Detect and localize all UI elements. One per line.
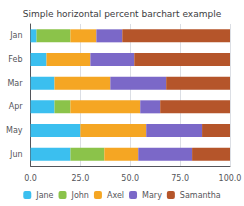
svg-text:May: May bbox=[6, 126, 23, 135]
svg-text:Samantha: Samantha bbox=[180, 191, 221, 200]
svg-text:Mary: Mary bbox=[142, 191, 162, 200]
svg-text:25.0: 25.0 bbox=[71, 174, 89, 183]
svg-text:Axel: Axel bbox=[107, 191, 124, 200]
svg-text:John: John bbox=[71, 191, 89, 200]
svg-text:Jane: Jane bbox=[35, 191, 53, 200]
svg-text:Apr: Apr bbox=[9, 102, 24, 111]
svg-text:Simple horizontal percent barc: Simple horizontal percent barchart examp… bbox=[23, 9, 222, 19]
svg-text:0.0: 0.0 bbox=[24, 174, 37, 183]
svg-text:Jun: Jun bbox=[9, 150, 23, 159]
svg-text:75.0: 75.0 bbox=[171, 174, 189, 183]
svg-text:50.0: 50.0 bbox=[121, 174, 139, 183]
svg-text:100.0: 100.0 bbox=[219, 174, 242, 183]
svg-text:Mar: Mar bbox=[7, 79, 23, 88]
svg-text:Jan: Jan bbox=[9, 31, 22, 40]
svg-text:Feb: Feb bbox=[8, 55, 22, 64]
